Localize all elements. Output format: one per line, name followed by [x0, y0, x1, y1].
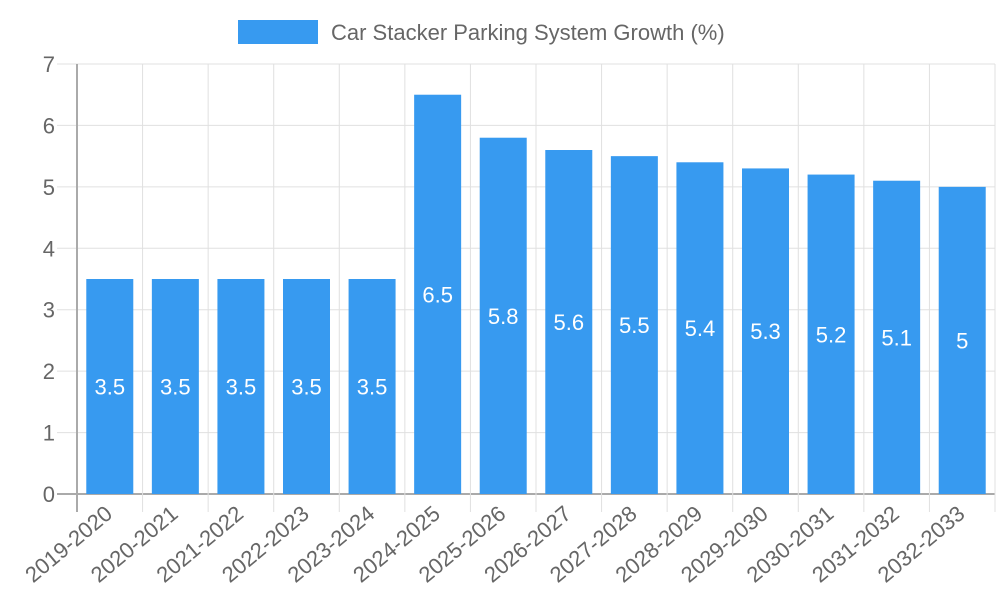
bar	[610, 156, 658, 494]
bar	[151, 279, 199, 494]
bar	[676, 162, 724, 495]
bar	[348, 279, 396, 494]
bar	[414, 94, 462, 494]
data-label: 3.5	[94, 375, 125, 400]
bar	[86, 279, 134, 494]
y-tick-label: 1	[43, 421, 55, 446]
y-tick-label: 4	[43, 236, 55, 261]
data-label: 6.5	[422, 282, 453, 307]
legend-swatch	[238, 20, 318, 44]
y-tick-label: 0	[43, 482, 55, 507]
data-label: 3.5	[160, 375, 191, 400]
y-tick-label: 6	[43, 113, 55, 138]
bar	[479, 137, 527, 494]
bar	[217, 279, 265, 494]
data-label: 5.1	[881, 325, 912, 350]
data-label: 3.5	[226, 375, 257, 400]
bar	[283, 279, 330, 494]
data-label: 5.5	[619, 313, 650, 338]
y-tick-label: 5	[43, 175, 55, 200]
data-label: 5.2	[816, 322, 847, 347]
data-label: 3.5	[357, 375, 388, 400]
data-label: 3.5	[291, 375, 322, 400]
data-label: 5.6	[553, 310, 584, 335]
bar	[938, 186, 986, 494]
bar	[742, 168, 789, 494]
legend-label: Car Stacker Parking System Growth (%)	[331, 20, 725, 45]
bar	[545, 150, 593, 494]
y-tick-label: 3	[43, 298, 55, 323]
data-label: 5.8	[488, 304, 519, 329]
bar	[807, 174, 855, 495]
data-label: 5.3	[750, 319, 781, 344]
bar	[873, 180, 921, 494]
y-tick-label: 7	[43, 52, 55, 77]
data-label: 5.4	[685, 316, 716, 341]
y-tick-label: 2	[43, 359, 55, 384]
data-label: 5	[956, 328, 968, 353]
